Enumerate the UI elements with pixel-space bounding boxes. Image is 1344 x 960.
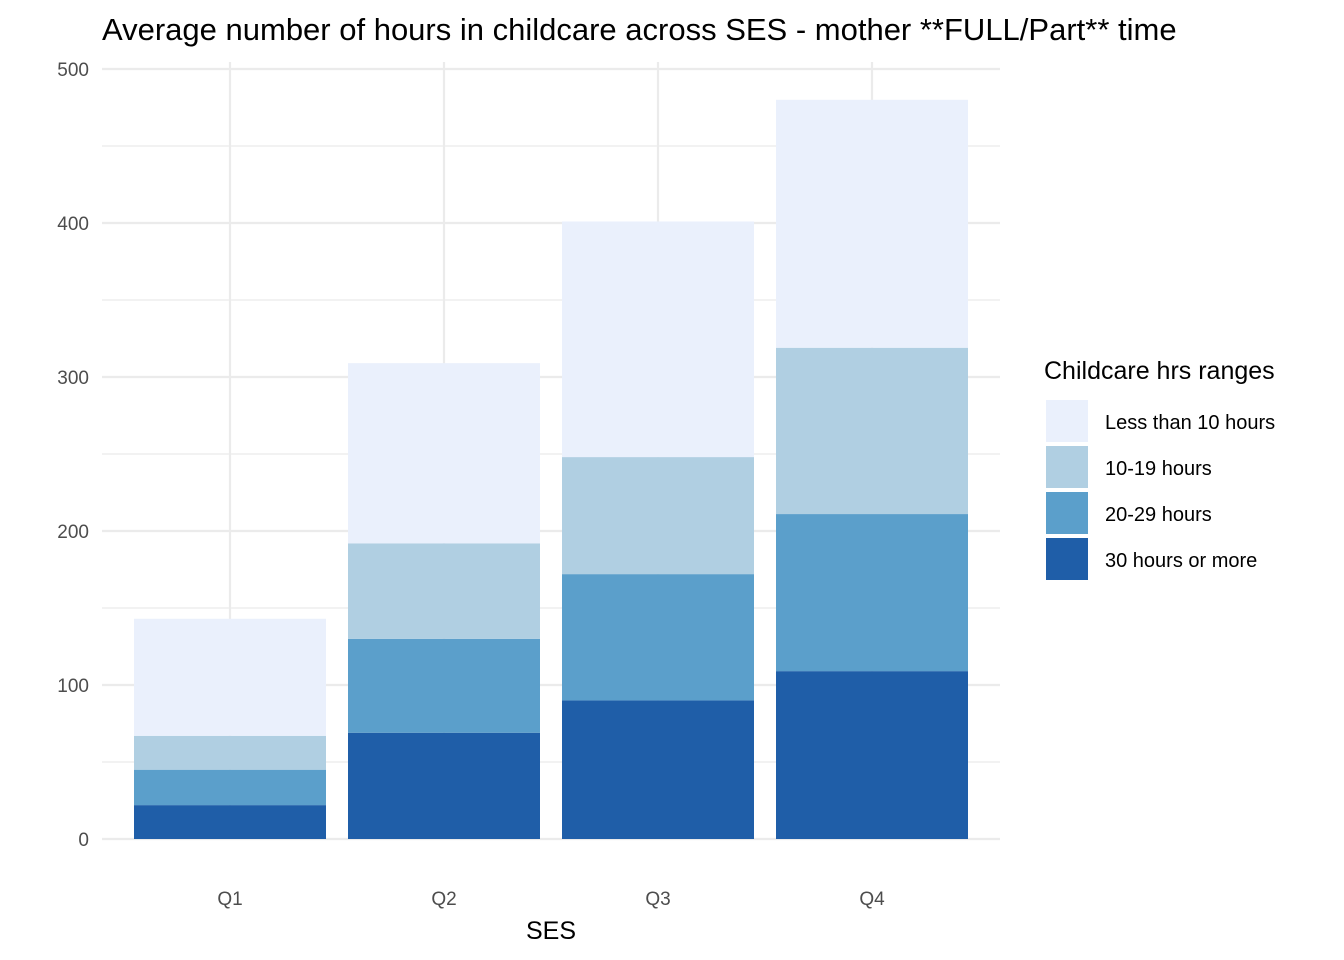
legend-label: Less than 10 hours: [1105, 412, 1275, 434]
y-tick-label: 500: [57, 60, 89, 81]
y-tick-label: 0: [78, 830, 89, 851]
x-axis-ticks: Q1 Q2 Q3 Q4: [217, 889, 885, 910]
y-tick-label: 400: [57, 214, 89, 235]
bar-segment: [134, 805, 326, 839]
legend-label: 20-29 hours: [1105, 504, 1212, 526]
legend-swatch: [1046, 538, 1088, 580]
bar-segment: [134, 735, 326, 770]
x-tick-label: Q2: [431, 889, 456, 910]
legend-label: 30 hours or more: [1105, 550, 1257, 572]
legend-swatch: [1046, 400, 1088, 442]
bar-segment: [776, 671, 968, 839]
legend: Childcare hrs ranges Less than 10 hours 1…: [1044, 357, 1275, 580]
legend-title: Childcare hrs ranges: [1044, 357, 1275, 385]
legend-swatch: [1046, 492, 1088, 534]
bar-segment: [562, 700, 754, 839]
bar-segment: [134, 769, 326, 806]
y-tick-label: 100: [57, 676, 89, 697]
bar-segment: [348, 638, 540, 733]
y-axis-ticks: 0 100 200 300 400 500: [57, 60, 89, 851]
y-tick-label: 200: [57, 522, 89, 543]
bar-segment: [134, 618, 326, 736]
x-tick-label: Q3: [645, 889, 670, 910]
bar-segment: [776, 514, 968, 672]
legend-label: 10-19 hours: [1105, 458, 1212, 480]
bar-segment: [776, 347, 968, 515]
bar-segment: [348, 543, 540, 639]
x-axis-title: SES: [526, 917, 576, 945]
y-tick-label: 300: [57, 368, 89, 389]
bar-segment: [562, 457, 754, 575]
chart-title: Average number of hours in childcare acr…: [102, 12, 1177, 47]
bar-segment: [348, 363, 540, 544]
bar-segment: [348, 732, 540, 839]
x-tick-label: Q1: [217, 889, 242, 910]
legend-swatch: [1046, 446, 1088, 488]
bars: [134, 99, 968, 839]
x-tick-label: Q4: [859, 889, 885, 910]
bar-segment: [562, 574, 754, 701]
bar-segment: [776, 99, 968, 348]
bar-segment: [562, 221, 754, 458]
